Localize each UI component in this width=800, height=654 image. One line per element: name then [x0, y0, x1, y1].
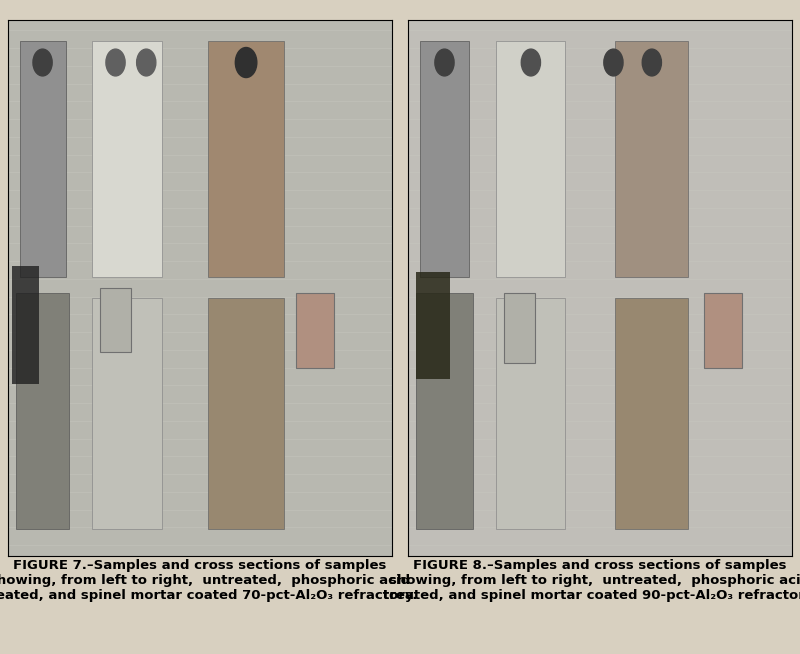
FancyBboxPatch shape [704, 293, 742, 368]
Circle shape [435, 49, 454, 76]
FancyBboxPatch shape [419, 41, 470, 277]
FancyBboxPatch shape [19, 41, 66, 277]
Text: FIGURE 7.–Samples and cross sections of samples
showing, from left to right,  un: FIGURE 7.–Samples and cross sections of … [0, 559, 417, 602]
Circle shape [604, 49, 623, 76]
Circle shape [642, 49, 662, 76]
Circle shape [33, 49, 52, 76]
FancyBboxPatch shape [12, 266, 38, 385]
Text: FIGURE 8.–Samples and cross sections of samples
showing, from left to right,  un: FIGURE 8.–Samples and cross sections of … [383, 559, 800, 602]
Circle shape [522, 49, 541, 76]
FancyBboxPatch shape [208, 298, 285, 529]
Circle shape [106, 49, 125, 76]
FancyBboxPatch shape [208, 41, 285, 277]
FancyBboxPatch shape [296, 293, 334, 368]
Circle shape [137, 49, 156, 76]
FancyBboxPatch shape [93, 41, 162, 277]
FancyBboxPatch shape [615, 41, 688, 277]
Circle shape [235, 48, 257, 78]
FancyBboxPatch shape [93, 298, 162, 529]
FancyBboxPatch shape [615, 298, 688, 529]
FancyBboxPatch shape [504, 293, 534, 363]
FancyBboxPatch shape [416, 293, 474, 529]
FancyBboxPatch shape [496, 298, 566, 529]
FancyBboxPatch shape [16, 293, 70, 529]
FancyBboxPatch shape [416, 271, 450, 379]
FancyBboxPatch shape [496, 41, 566, 277]
FancyBboxPatch shape [100, 288, 131, 352]
